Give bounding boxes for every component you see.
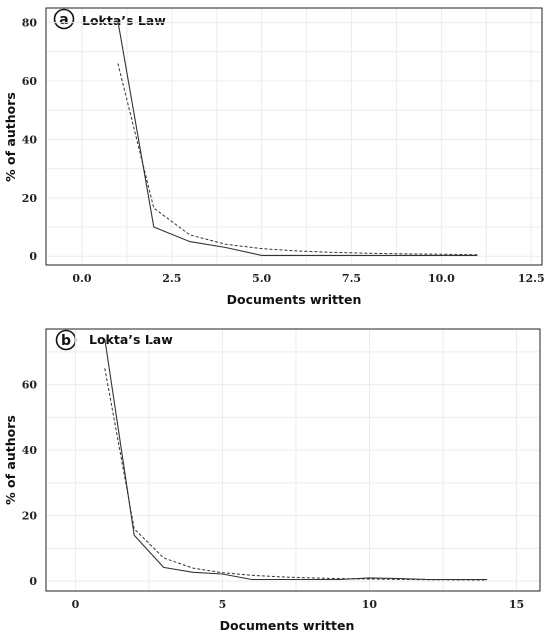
panel-a-y-tick-label: 60 xyxy=(22,75,38,88)
panel-a-badge: a xyxy=(53,8,75,30)
panel-b-x-tick-label: 5 xyxy=(219,598,227,611)
panel-a-y-axis-title: % of authors xyxy=(3,92,18,182)
panel-a-title: Lokta’s Law xyxy=(82,13,166,28)
panel-b-series xyxy=(104,338,488,581)
panel-a-grid xyxy=(46,8,542,265)
panel-b-badge: b xyxy=(55,329,77,351)
panel-a-x-tick-label: 0.0 xyxy=(72,272,91,285)
panel-b-y-tick-label: 60 xyxy=(22,379,38,392)
panel-a-x-tick-label: 7.5 xyxy=(342,272,361,285)
panel-a-y-tick-label: 80 xyxy=(22,17,38,30)
panel-b-x-axis-title: Documents written xyxy=(220,618,355,633)
panel-a-series xyxy=(117,21,478,256)
panel-b-x-ticks: 0 5 10 15 xyxy=(72,598,525,611)
panel-b: b Lokta’s Law 0 5 10 15 0 20 40 60 Documents w… xyxy=(3,328,541,633)
panel-b-grid xyxy=(46,329,540,591)
panel-b-x-tick-label: 15 xyxy=(509,598,524,611)
panel-b-x-tick-label: 0 xyxy=(72,598,80,611)
panel-a-plot-frame xyxy=(45,7,543,266)
panel-b-series-dashed-line xyxy=(104,368,488,581)
panel-b-plot-frame xyxy=(45,328,541,592)
panel-a-y-tick-label: 0 xyxy=(29,250,37,263)
panel-b-label: b xyxy=(61,333,71,349)
panel-a-x-tick-label: 10.0 xyxy=(428,272,455,285)
panel-b-y-tick-label: 20 xyxy=(22,510,38,523)
panel-b-y-tick-label: 0 xyxy=(29,575,37,588)
panel-b-title: Lokta’s Law xyxy=(89,332,173,347)
panel-a-y-ticks: 0 20 40 60 80 xyxy=(22,17,38,264)
panel-a-y-tick-label: 40 xyxy=(22,133,38,146)
panel-b-x-tick-label: 10 xyxy=(362,598,378,611)
panel-a-x-tick-label: 2.5 xyxy=(162,272,181,285)
panel-a-x-tick-label: 5.0 xyxy=(252,272,271,285)
panel-a-label: a xyxy=(59,12,68,28)
panel-b-y-axis-title: % of authors xyxy=(3,415,18,505)
panel-a-y-tick-label: 20 xyxy=(22,192,38,205)
panel-a-x-ticks: 0.0 2.5 5.0 7.5 10.0 12.5 xyxy=(72,272,544,285)
panel-a-x-tick-label: 12.5 xyxy=(518,272,545,285)
panel-b-y-tick-label: 40 xyxy=(22,444,38,457)
panel-a-series-solid-line xyxy=(117,21,478,256)
panel-a-x-axis-title: Documents written xyxy=(227,292,362,307)
panel-b-y-ticks: 0 20 40 60 xyxy=(22,379,38,589)
panel-a: a Lokta’s Law 0.0 2.5 5.0 7.5 10.0 12.5 0 20 40… xyxy=(3,7,545,307)
